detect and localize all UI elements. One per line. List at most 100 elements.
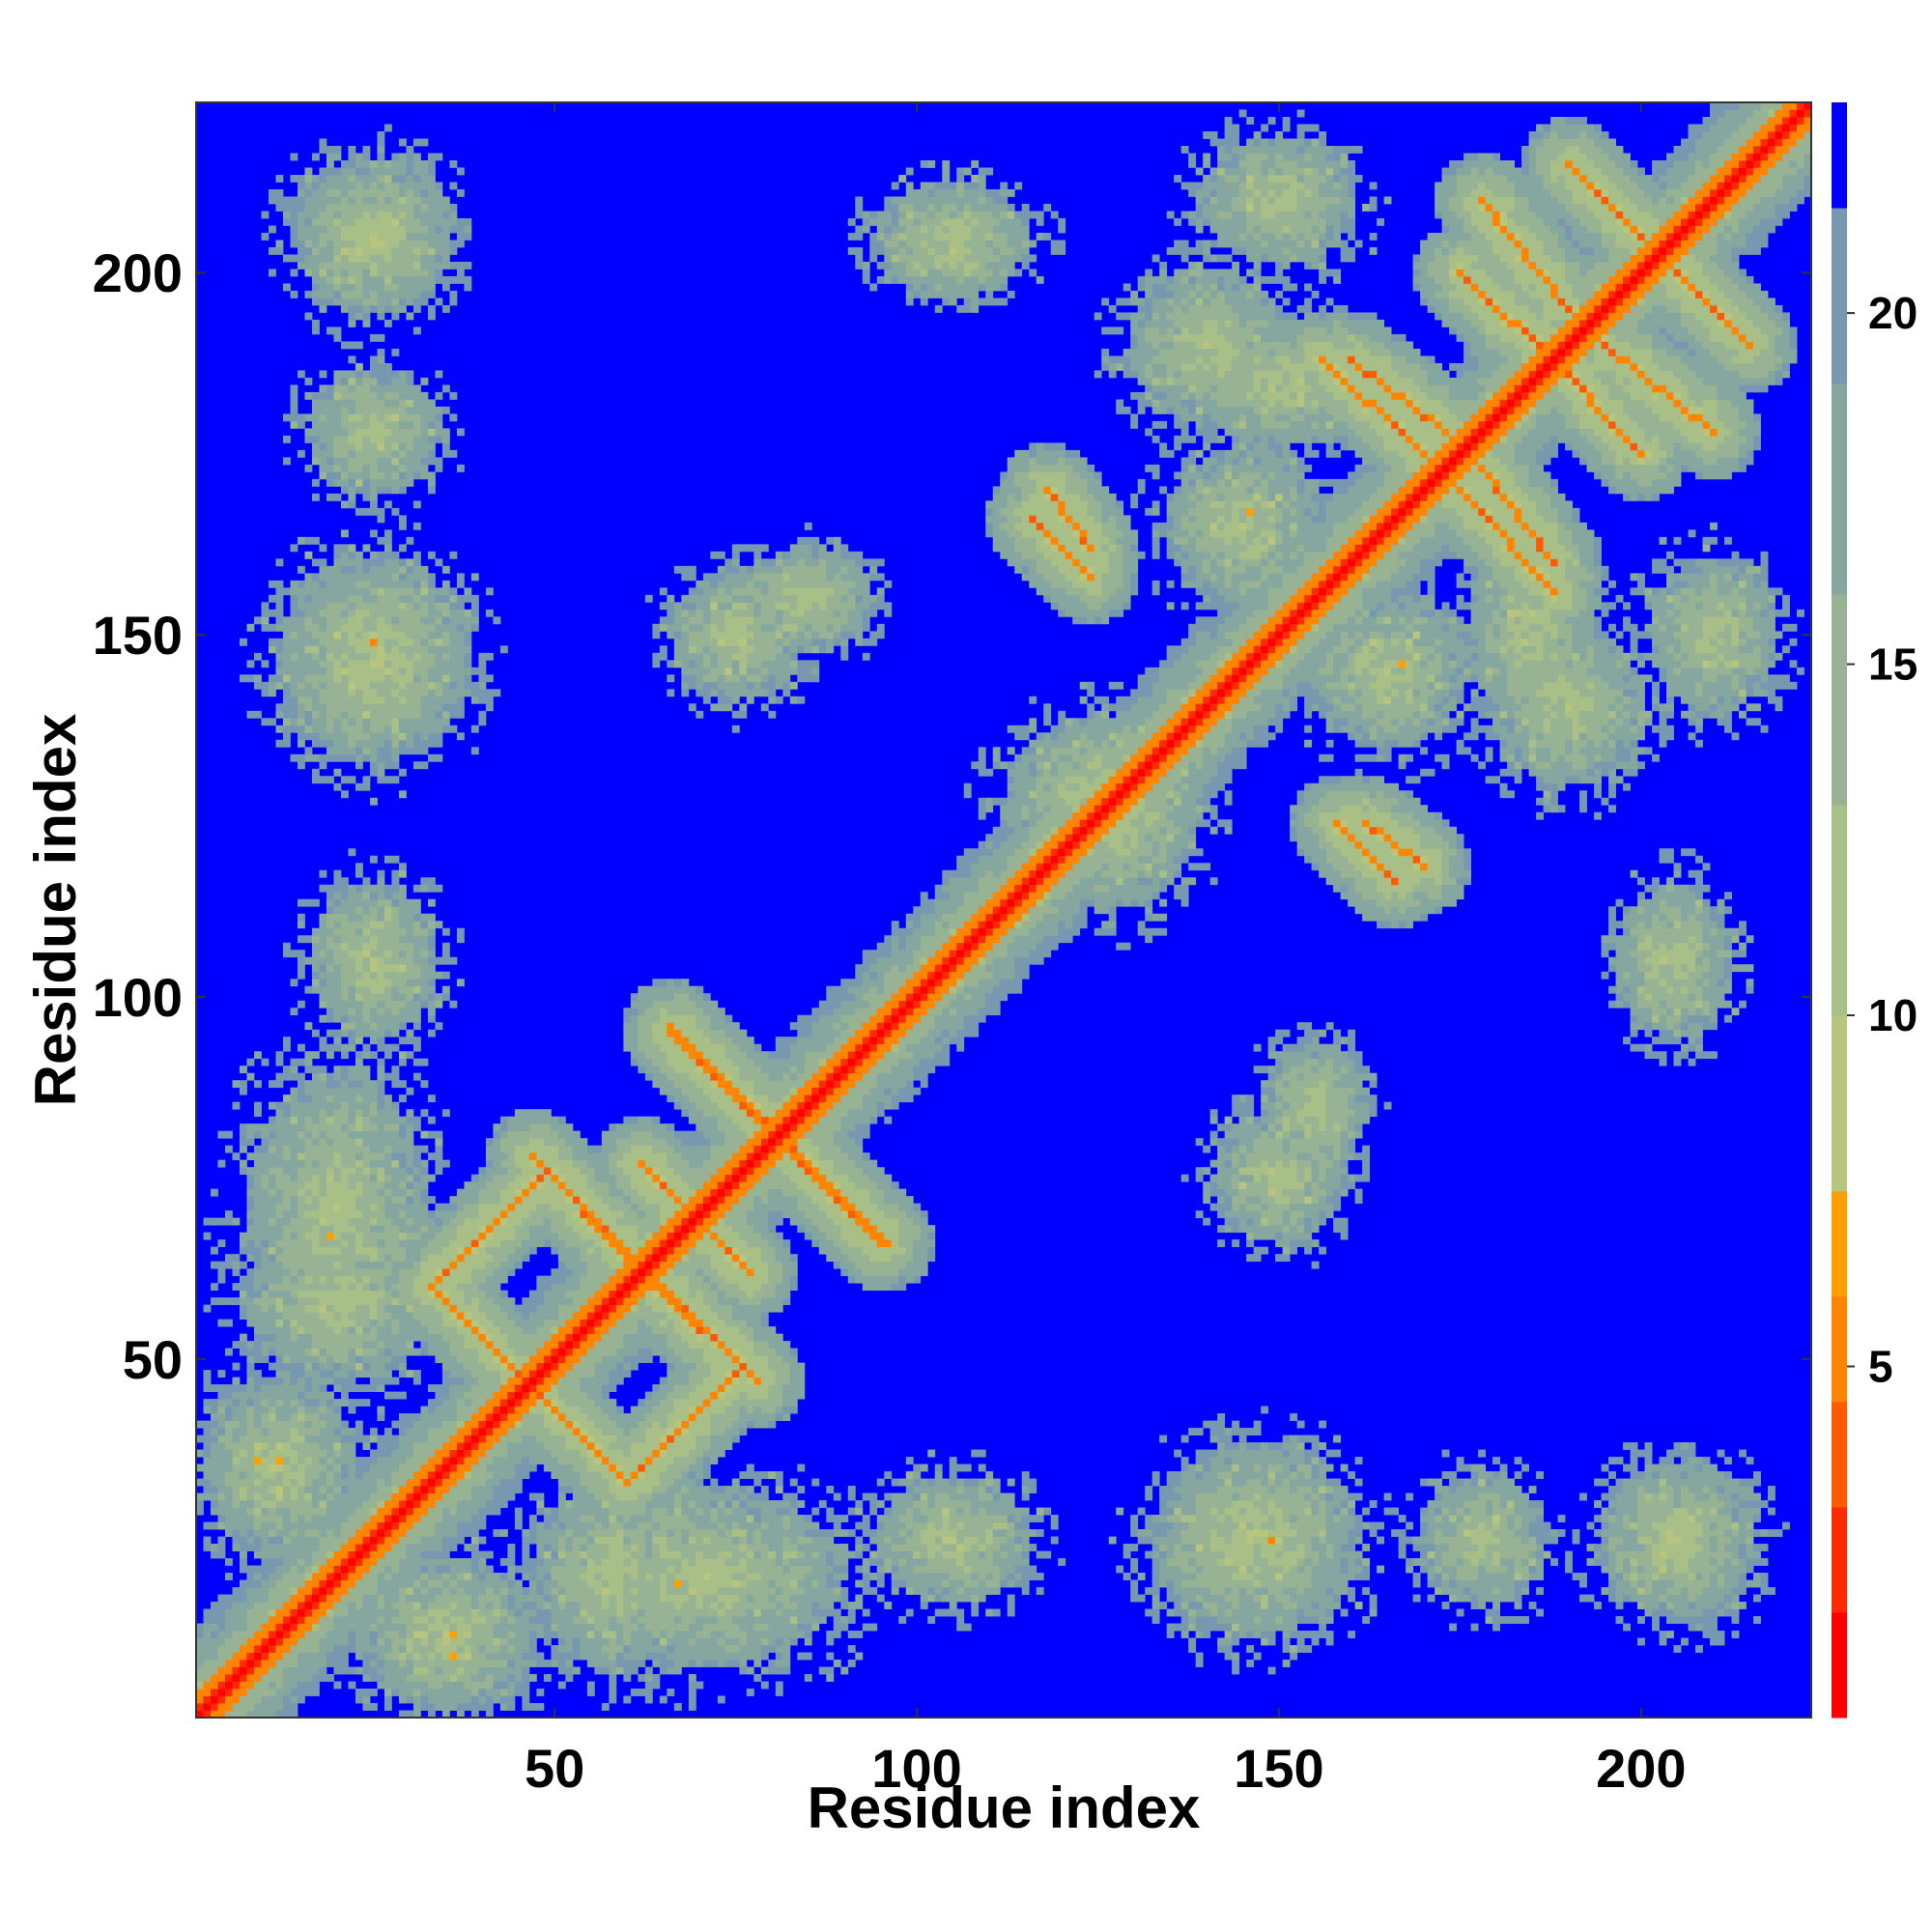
heatmap-cell <box>326 1565 334 1574</box>
heatmap-cell <box>412 1703 421 1711</box>
heatmap-cell <box>586 1463 595 1472</box>
heatmap-cell <box>217 1544 226 1551</box>
heatmap-cell <box>1470 1550 1479 1559</box>
heatmap-cell <box>652 1565 661 1574</box>
heatmap-cell <box>710 1637 719 1646</box>
heatmap-cell <box>391 1681 400 1690</box>
heatmap-cell <box>1652 1536 1660 1545</box>
heatmap-cell <box>290 1674 298 1682</box>
heatmap-cell <box>304 1500 313 1508</box>
heatmap-cell <box>362 1536 371 1545</box>
heatmap-cell <box>1435 1587 1443 1595</box>
heatmap-cell <box>464 1623 472 1632</box>
heatmap-cell <box>377 1435 385 1443</box>
heatmap-cell <box>1427 1521 1435 1530</box>
heatmap-cell <box>196 1695 204 1704</box>
heatmap-cell <box>1282 1608 1291 1617</box>
heatmap-cell <box>630 1428 639 1435</box>
heatmap-cell <box>768 1471 777 1479</box>
heatmap-cell <box>1232 1457 1240 1464</box>
heatmap-cell <box>956 1587 965 1595</box>
heatmap-cell <box>775 1666 783 1675</box>
heatmap-cell <box>1246 1442 1255 1450</box>
heatmap-cell <box>681 1449 690 1458</box>
heatmap-cell <box>644 1457 653 1464</box>
heatmap-cell <box>565 1631 574 1638</box>
heatmap-cell <box>203 1449 212 1458</box>
heatmap-cell <box>406 1442 414 1450</box>
heatmap-cell <box>543 1579 552 1588</box>
heatmap-cell <box>1217 1500 1226 1508</box>
heatmap-cell <box>1217 1428 1226 1435</box>
heatmap-cell <box>297 1515 305 1522</box>
heatmap-cell <box>673 1478 682 1487</box>
heatmap-cell <box>391 1637 400 1646</box>
heatmap-cell <box>217 1463 226 1472</box>
heatmap-cell <box>362 1660 371 1667</box>
heatmap-cell <box>391 1587 400 1595</box>
heatmap-cell <box>1238 1449 1247 1458</box>
heatmap-cell <box>1586 1521 1595 1530</box>
heatmap-cell <box>949 1602 957 1609</box>
heatmap-cell <box>609 1550 617 1559</box>
heatmap-cell <box>1180 1616 1189 1624</box>
heatmap-cell <box>557 1573 566 1580</box>
heatmap-cell <box>1238 1544 1247 1551</box>
heatmap-cell <box>572 1623 581 1632</box>
heatmap-cell <box>572 1442 581 1450</box>
heatmap-cell <box>528 1573 537 1580</box>
heatmap-cell <box>746 1652 754 1661</box>
heatmap-cell <box>1151 1471 1160 1479</box>
heatmap-cell <box>913 1565 922 1574</box>
heatmap-cell <box>348 1428 356 1435</box>
heatmap-cell <box>282 1695 291 1704</box>
heatmap-cell <box>1746 1558 1754 1566</box>
heatmap-cell <box>688 1645 696 1653</box>
heatmap-cell <box>232 1602 241 1609</box>
heatmap-cell <box>971 1449 980 1458</box>
heatmap-cell <box>1203 1463 1211 1472</box>
heatmap-cell <box>702 1536 711 1545</box>
heatmap-cell <box>232 1449 241 1458</box>
heatmap-cell <box>623 1550 632 1559</box>
heatmap-cell <box>1666 1631 1674 1638</box>
heatmap-cell <box>217 1695 226 1704</box>
heatmap-cell <box>688 1544 696 1551</box>
heatmap-cell <box>1014 1558 1023 1566</box>
heatmap-cell <box>232 1457 241 1464</box>
heatmap-cell <box>623 1608 632 1617</box>
heatmap-cell <box>1224 1507 1233 1516</box>
heatmap-cell <box>1485 1616 1493 1624</box>
heatmap-cell <box>1702 1558 1711 1566</box>
heatmap-cell <box>768 1573 777 1580</box>
heatmap-cell <box>601 1486 610 1493</box>
heatmap-cell <box>1348 1544 1356 1551</box>
heatmap-cell <box>485 1594 494 1603</box>
heatmap-cell <box>739 1529 748 1537</box>
heatmap-cell <box>1666 1478 1674 1487</box>
heatmap-cell <box>1470 1486 1479 1493</box>
heatmap-cell <box>609 1631 617 1638</box>
heatmap-cell <box>586 1608 595 1617</box>
heatmap-cell <box>696 1681 704 1690</box>
heatmap-cell <box>348 1637 356 1646</box>
heatmap-cell <box>667 1500 675 1508</box>
heatmap-cell <box>232 1492 241 1501</box>
heatmap-cell <box>499 1442 508 1450</box>
heatmap-cell <box>1282 1521 1291 1530</box>
heatmap-cell <box>1499 1478 1508 1487</box>
heatmap-cell <box>253 1435 262 1443</box>
heatmap-cell <box>978 1529 986 1537</box>
heatmap-cell <box>362 1529 371 1537</box>
heatmap-cell <box>1195 1463 1204 1472</box>
heatmap-cell <box>580 1492 588 1501</box>
heatmap-cell <box>1290 1616 1298 1624</box>
heatmap-cell <box>369 1428 378 1435</box>
heatmap-cell <box>1246 1623 1255 1632</box>
heatmap-cell <box>1623 1565 1631 1574</box>
heatmap-cell <box>826 1602 835 1609</box>
heatmap-cell <box>485 1565 494 1574</box>
heatmap-cell <box>1159 1573 1168 1580</box>
heatmap-cell <box>1652 1463 1660 1472</box>
heatmap-cell <box>1608 1544 1616 1551</box>
